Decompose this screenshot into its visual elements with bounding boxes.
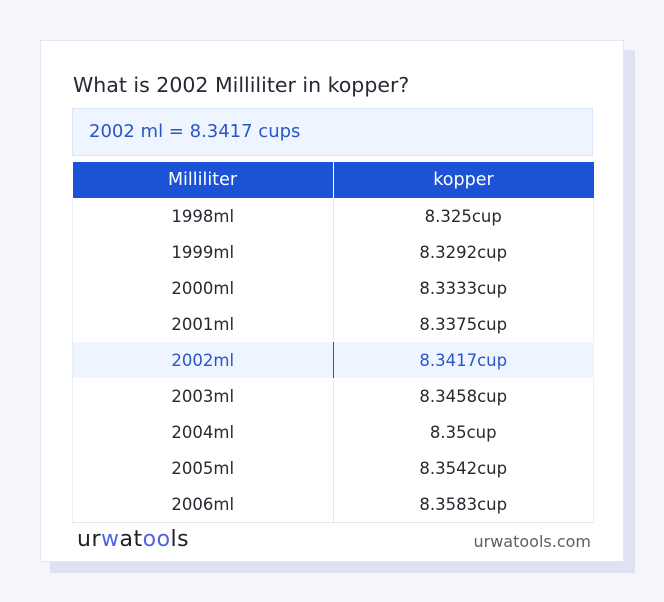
kopper-cell: 8.3417cup	[333, 342, 594, 378]
milliliter-cell: 1999ml	[72, 234, 334, 270]
kopper-cell: 8.3292cup	[333, 234, 594, 270]
milliliter-cell: 1998ml	[72, 198, 334, 234]
milliliter-cell: 2001ml	[72, 306, 334, 342]
table-header: Milliliter kopper	[72, 162, 594, 198]
table-row: 2005ml 8.3542cup	[72, 450, 594, 486]
table-row: 2003ml 8.3458cup	[72, 378, 594, 414]
kopper-cell: 8.3583cup	[333, 486, 594, 523]
table-row: 2006ml 8.3583cup	[72, 486, 594, 523]
site-link[interactable]: urwatools.com	[473, 532, 592, 551]
urwatools-logo[interactable]: urwatools	[77, 527, 190, 552]
milliliter-cell: 2003ml	[72, 378, 334, 414]
kopper-cell: 8.325cup	[333, 198, 594, 234]
page-title: What is 2002 Milliliter in kopper?	[73, 73, 410, 97]
table-row: 1998ml 8.325cup	[72, 198, 594, 234]
kopper-cell: 8.3375cup	[333, 306, 594, 342]
kopper-cell: 8.3333cup	[333, 270, 594, 306]
table-row: 2002ml 8.3417cup	[72, 342, 594, 378]
milliliter-cell: 2002ml	[72, 342, 334, 378]
result-box: 2002 ml = 8.3417 cups	[72, 108, 593, 156]
converter-card: What is 2002 Milliliter in kopper? 2002 …	[40, 40, 624, 562]
milliliter-cell: 2004ml	[72, 414, 334, 450]
milliliter-cell: 2006ml	[72, 486, 334, 523]
table-row: 2001ml 8.3375cup	[72, 306, 594, 342]
milliliter-cell: 2000ml	[72, 270, 334, 306]
column-header-milliliter: Milliliter	[72, 162, 334, 198]
conversion-table: Milliliter kopper 1998ml 8.325cup 1999ml 8.…	[72, 162, 594, 523]
table-row: 1999ml 8.3292cup	[72, 234, 594, 270]
table-row: 2004ml 8.35cup	[72, 414, 594, 450]
milliliter-cell: 2005ml	[72, 450, 334, 486]
column-header-kopper: kopper	[333, 162, 594, 198]
kopper-cell: 8.3458cup	[333, 378, 594, 414]
table-row: 2000ml 8.3333cup	[72, 270, 594, 306]
kopper-cell: 8.3542cup	[333, 450, 594, 486]
kopper-cell: 8.35cup	[333, 414, 594, 450]
